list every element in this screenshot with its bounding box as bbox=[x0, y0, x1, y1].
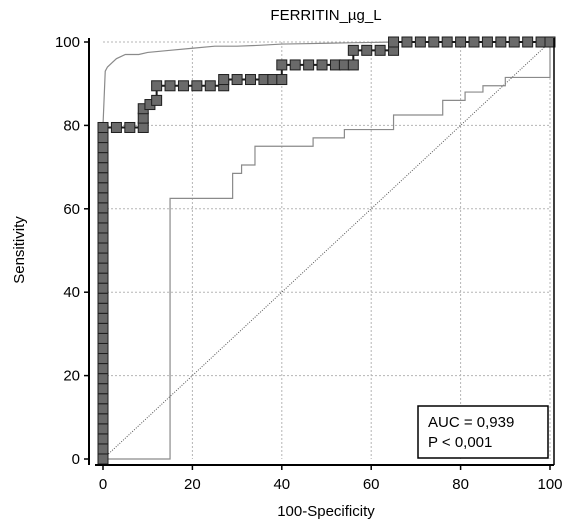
roc-marker bbox=[97, 182, 109, 194]
roc-marker bbox=[414, 36, 426, 48]
chart-title: FERRITIN_µg_L bbox=[270, 7, 381, 24]
x-tick-label: 60 bbox=[363, 476, 380, 493]
roc-marker bbox=[401, 36, 413, 48]
roc-marker bbox=[97, 232, 109, 244]
roc-marker bbox=[218, 74, 230, 86]
roc-marker bbox=[245, 74, 257, 86]
roc-marker bbox=[544, 36, 556, 48]
roc-marker bbox=[316, 59, 328, 71]
roc-marker bbox=[289, 59, 301, 71]
roc-marker bbox=[97, 142, 109, 154]
roc-marker bbox=[151, 94, 163, 106]
roc-marker bbox=[110, 121, 122, 133]
roc-marker bbox=[441, 36, 453, 48]
roc-marker bbox=[97, 162, 109, 174]
diagonal-line bbox=[102, 41, 551, 460]
roc-marker bbox=[231, 74, 243, 86]
roc-marker bbox=[97, 242, 109, 254]
roc-marker bbox=[97, 383, 109, 395]
roc-marker bbox=[388, 36, 400, 48]
roc-marker bbox=[303, 59, 315, 71]
roc-marker bbox=[97, 172, 109, 184]
roc-marker bbox=[97, 443, 109, 455]
roc-marker bbox=[97, 433, 109, 445]
roc-marker bbox=[97, 222, 109, 234]
y-tick-label: 100 bbox=[55, 34, 80, 51]
roc-marker bbox=[97, 363, 109, 375]
ci-lower-line bbox=[103, 42, 551, 460]
roc-marker bbox=[455, 36, 467, 48]
roc-marker bbox=[97, 413, 109, 425]
roc-marker bbox=[481, 36, 493, 48]
roc-marker bbox=[347, 59, 359, 71]
roc-marker bbox=[97, 342, 109, 354]
roc-marker bbox=[428, 36, 440, 48]
y-tick-label: 20 bbox=[63, 368, 80, 385]
roc-marker bbox=[97, 393, 109, 405]
roc-marker bbox=[97, 403, 109, 415]
roc-marker bbox=[204, 80, 216, 92]
reference-diagonal bbox=[102, 41, 551, 460]
roc-marker bbox=[97, 262, 109, 274]
roc-marker bbox=[97, 121, 109, 133]
annotation-box bbox=[417, 405, 549, 459]
roc-marker bbox=[137, 112, 149, 124]
roc-marker bbox=[97, 423, 109, 435]
roc-marker bbox=[97, 322, 109, 334]
y-tick-label: 0 bbox=[72, 451, 80, 468]
x-tick-label: 0 bbox=[99, 476, 107, 493]
roc-marker bbox=[137, 121, 149, 133]
roc-marker bbox=[97, 453, 109, 465]
x-tick-label: 40 bbox=[273, 476, 290, 493]
y-tick-label: 40 bbox=[63, 284, 80, 301]
roc-marker bbox=[124, 121, 136, 133]
axes bbox=[84, 38, 555, 470]
roc-curve bbox=[97, 36, 556, 465]
roc-marker bbox=[97, 332, 109, 344]
roc-marker bbox=[164, 80, 176, 92]
roc-marker bbox=[191, 80, 203, 92]
y-tick-label: 80 bbox=[63, 117, 80, 134]
y-tick-label: 60 bbox=[63, 201, 80, 218]
roc-marker bbox=[374, 44, 386, 56]
roc-marker bbox=[276, 59, 288, 71]
x-axis-label: 100-Specificity bbox=[277, 503, 375, 520]
roc-marker bbox=[97, 252, 109, 264]
x-tick-label: 80 bbox=[452, 476, 469, 493]
roc-marker bbox=[151, 80, 163, 92]
x-tick-label: 20 bbox=[184, 476, 201, 493]
roc-marker bbox=[177, 80, 189, 92]
roc-marker bbox=[468, 36, 480, 48]
roc-marker bbox=[97, 202, 109, 214]
roc-marker bbox=[97, 292, 109, 304]
x-tick-label: 100 bbox=[537, 476, 562, 493]
roc-marker bbox=[97, 192, 109, 204]
auc-text: AUC = 0,939 bbox=[428, 414, 514, 431]
auc-annotation-box: AUC = 0,939 P < 0,001 bbox=[417, 405, 549, 459]
roc-marker bbox=[508, 36, 520, 48]
roc-marker bbox=[97, 302, 109, 314]
roc-marker bbox=[97, 373, 109, 385]
roc-marker bbox=[97, 282, 109, 294]
roc-marker bbox=[97, 212, 109, 224]
roc-marker bbox=[347, 44, 359, 56]
roc-marker bbox=[97, 152, 109, 164]
roc-marker bbox=[97, 272, 109, 284]
roc-marker bbox=[97, 353, 109, 365]
y-axis-label: Sensitivity bbox=[11, 216, 28, 284]
roc-marker bbox=[276, 74, 288, 86]
roc-marker bbox=[97, 312, 109, 324]
tick-labels: 0 20 40 60 80 100 0 20 40 60 80 100 bbox=[55, 34, 563, 493]
roc-marker bbox=[97, 132, 109, 144]
p-value-text: P < 0,001 bbox=[428, 434, 492, 451]
roc-marker bbox=[361, 44, 373, 56]
roc-marker bbox=[495, 36, 507, 48]
roc-marker bbox=[522, 36, 534, 48]
